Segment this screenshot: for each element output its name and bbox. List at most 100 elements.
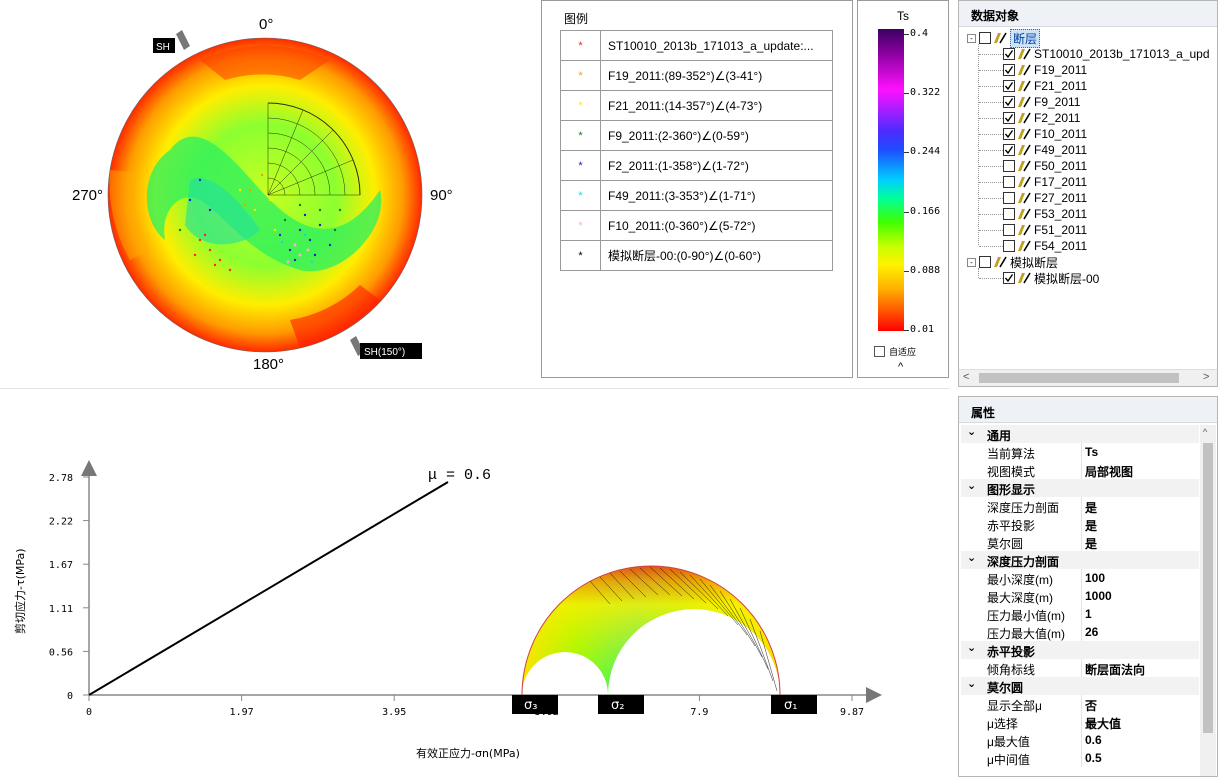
property-value[interactable]: 0.5: [1085, 751, 1102, 765]
tree-item-fault[interactable]: ST10010_2013b_171013_a_upd: [1003, 46, 1210, 62]
property-value[interactable]: 100: [1085, 571, 1106, 585]
tree-item-fault[interactable]: F27_2011: [1003, 190, 1087, 206]
expand-toggle-icon[interactable]: -: [967, 257, 976, 267]
scrollbar-thumb[interactable]: [1203, 443, 1213, 733]
chevron-down-icon[interactable]: ⌄: [967, 678, 977, 690]
tree-item-label[interactable]: ST10010_2013b_171013_a_upd: [1034, 47, 1210, 61]
collapse-chevron-icon[interactable]: ^: [898, 361, 904, 373]
stereonet-plot[interactable]: 0° 90° 180° 270° SH SH(150°): [0, 0, 538, 386]
property-value[interactable]: 1: [1085, 607, 1092, 621]
chevron-down-icon[interactable]: ⌄: [967, 426, 977, 438]
property-row[interactable]: 当前算法 Ts: [961, 443, 1199, 461]
property-row[interactable]: 最小深度(m) 100: [961, 569, 1199, 587]
property-value[interactable]: 否: [1085, 699, 1098, 713]
mohr-circle-plot[interactable]: μ = 0.6 00.561.111.672.222.78 01.973.955…: [0, 389, 950, 777]
property-row[interactable]: μ选择 最大值: [961, 713, 1199, 731]
scroll-left-icon[interactable]: <: [963, 371, 970, 383]
tree-item-label[interactable]: F51_2011: [1034, 223, 1088, 237]
tree-item-label[interactable]: F50_2011: [1034, 159, 1088, 173]
property-vertical-scrollbar[interactable]: ^: [1200, 425, 1216, 776]
property-category[interactable]: ⌄ 赤平投影: [961, 641, 1199, 659]
tree-item-label[interactable]: F27_2011: [1034, 191, 1088, 205]
property-row[interactable]: 最大深度(m) 1000: [961, 587, 1199, 605]
property-grid[interactable]: ⌄ 通用 当前算法 Ts 视图模式 局部视图 ⌄ 图形显示 深度压力剖面是赤平投影是莫尔圆是 ⌄ 深…: [961, 425, 1199, 776]
property-category[interactable]: ⌄ 通用: [961, 425, 1199, 443]
checkbox-icon[interactable]: [979, 32, 991, 44]
property-value[interactable]: 局部视图: [1085, 465, 1134, 479]
tree-item-label[interactable]: F53_2011: [1034, 207, 1088, 221]
tree-item-label[interactable]: F19_2011: [1034, 63, 1088, 77]
tree-item-fault[interactable]: F50_2011: [1003, 158, 1087, 174]
property-category[interactable]: ⌄ 莫尔圆: [961, 677, 1199, 695]
property-row[interactable]: 压力最大值(m) 26: [961, 623, 1199, 641]
scroll-right-icon[interactable]: >: [1203, 371, 1210, 383]
checkbox-icon[interactable]: [1003, 192, 1015, 204]
property-value[interactable]: 1000: [1085, 589, 1112, 603]
property-row[interactable]: 显示全部μ 否: [961, 695, 1199, 713]
checkbox-checked-icon[interactable]: [1003, 48, 1015, 60]
checkbox-checked-icon[interactable]: [1003, 112, 1015, 124]
property-row[interactable]: 倾角标线 断层面法向: [961, 659, 1199, 677]
property-value[interactable]: 最大值: [1085, 717, 1122, 731]
scroll-up-icon[interactable]: ^: [1203, 427, 1208, 437]
checkbox-checked-icon[interactable]: [1003, 96, 1015, 108]
tree-item-fault[interactable]: F54_2011: [1003, 238, 1087, 254]
tree-node-fault-root[interactable]: - 断层: [967, 28, 1041, 48]
tree-horizontal-scrollbar[interactable]: < >: [959, 369, 1217, 386]
checkbox-checked-icon[interactable]: [1003, 64, 1015, 76]
property-row[interactable]: 莫尔圆 是: [961, 533, 1199, 551]
property-row[interactable]: 压力最小值(m) 1: [961, 605, 1199, 623]
property-row[interactable]: 赤平投影 是: [961, 515, 1199, 533]
property-value[interactable]: 断层面法向: [1085, 663, 1146, 677]
tree-item-fault[interactable]: F9_2011: [1003, 94, 1080, 110]
checkbox-icon[interactable]: [1003, 224, 1015, 236]
checkbox-checked-icon[interactable]: [1003, 272, 1015, 284]
tree-item-fault[interactable]: F19_2011: [1003, 62, 1087, 78]
property-value[interactable]: 是: [1085, 519, 1098, 533]
tree-item-fault[interactable]: F49_2011: [1003, 142, 1087, 158]
tree-item-label[interactable]: F21_2011: [1034, 79, 1088, 93]
property-row[interactable]: 深度压力剖面 是: [961, 497, 1199, 515]
checkbox-icon[interactable]: [1003, 176, 1015, 188]
tree-item-fault[interactable]: F2_2011: [1003, 110, 1080, 126]
property-value[interactable]: 是: [1085, 537, 1098, 551]
chevron-down-icon[interactable]: ⌄: [967, 552, 977, 564]
property-value[interactable]: 26: [1085, 625, 1099, 639]
property-row[interactable]: 视图模式 局部视图: [961, 461, 1199, 479]
tree-item-label[interactable]: F2_2011: [1034, 111, 1081, 125]
tree-item-label[interactable]: 断层: [1010, 28, 1041, 48]
property-value[interactable]: 0.6: [1085, 733, 1102, 747]
checkbox-icon[interactable]: [979, 256, 991, 268]
checkbox-icon[interactable]: [874, 346, 885, 357]
tree-item-label[interactable]: F49_2011: [1034, 143, 1088, 157]
property-row[interactable]: μ中间值 0.5: [961, 749, 1199, 767]
chevron-down-icon[interactable]: ⌄: [967, 642, 977, 654]
tree-item-fault[interactable]: F51_2011: [1003, 222, 1087, 238]
scrollbar-thumb[interactable]: [979, 373, 1179, 383]
chevron-down-icon[interactable]: ⌄: [967, 480, 977, 492]
tree-item-label[interactable]: F54_2011: [1034, 239, 1088, 253]
tree-node-sim-root[interactable]: - 模拟断层: [967, 254, 1058, 270]
tree-item-fault[interactable]: F17_2011: [1003, 174, 1087, 190]
property-category[interactable]: ⌄ 深度压力剖面: [961, 551, 1199, 569]
checkbox-checked-icon[interactable]: [1003, 128, 1015, 140]
tree-item-label[interactable]: 模拟断层-00: [1034, 271, 1100, 286]
tree-item-label[interactable]: 模拟断层: [1010, 255, 1059, 270]
tree-item-label[interactable]: F10_2011: [1034, 127, 1088, 141]
property-value[interactable]: 是: [1085, 501, 1098, 515]
stereonet-panel[interactable]: 0° 90° 180° 270° SH SH(150°): [0, 0, 538, 386]
checkbox-icon[interactable]: [1003, 208, 1015, 220]
checkbox-checked-icon[interactable]: [1003, 144, 1015, 156]
expand-toggle-icon[interactable]: -: [967, 33, 976, 43]
mohr-circle-panel[interactable]: μ = 0.6 00.561.111.672.222.78 01.973.955…: [0, 388, 950, 777]
checkbox-icon[interactable]: [1003, 240, 1015, 252]
tree-item-label[interactable]: F9_2011: [1034, 95, 1081, 109]
tree-item-sim-fault[interactable]: 模拟断层-00: [1003, 270, 1099, 286]
property-value[interactable]: Ts: [1085, 445, 1099, 459]
auto-fit-checkbox[interactable]: 自适应: [874, 345, 916, 358]
checkbox-checked-icon[interactable]: [1003, 80, 1015, 92]
tree-item-fault[interactable]: F21_2011: [1003, 78, 1087, 94]
tree-item-fault[interactable]: F53_2011: [1003, 206, 1087, 222]
checkbox-icon[interactable]: [1003, 160, 1015, 172]
property-category[interactable]: ⌄ 图形显示: [961, 479, 1199, 497]
